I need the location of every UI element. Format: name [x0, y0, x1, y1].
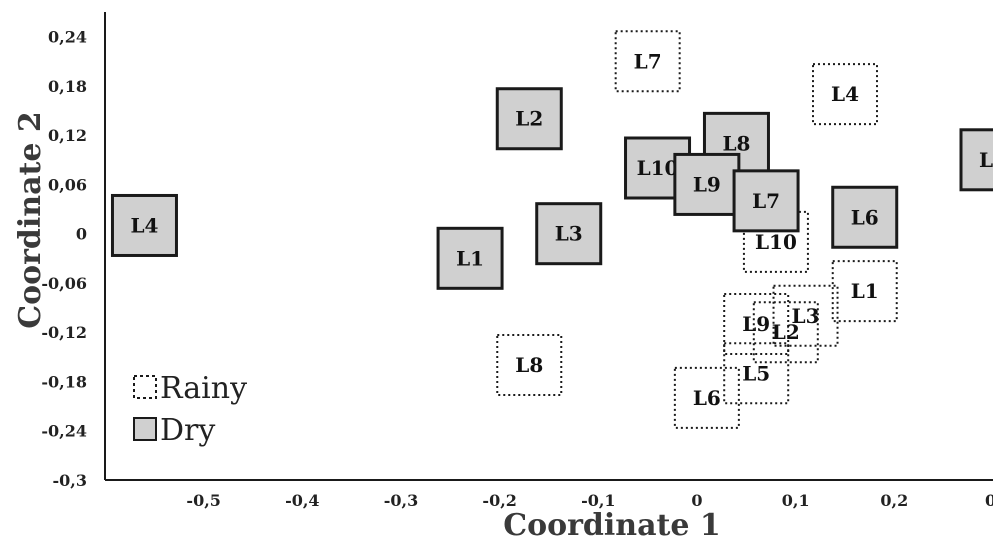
point-box [495, 87, 563, 151]
tick-labels: -0,5 -0,4 -0,3 -0,2 -0,1 0 0,1 0,2 0 0,24 0,18 0,12… [41, 28, 993, 510]
rainy-point-l6: L6 [673, 366, 740, 429]
y-tick-label: -0,12 [41, 323, 87, 342]
x-tick-label: -0,5 [186, 491, 220, 510]
point-box [110, 193, 178, 257]
rainy-point-l7: L7 [614, 30, 681, 93]
point-label: L6 [693, 386, 721, 410]
point-label: L7 [634, 49, 662, 73]
dry-point-l7: L7 [732, 169, 800, 233]
point-box [831, 260, 898, 323]
y-tick-label: 0,24 [48, 28, 87, 47]
legend-dry-label: Dry [160, 413, 215, 448]
point-box [732, 169, 800, 233]
y-tick-label: -0,24 [41, 422, 87, 441]
legend-dry-swatch [133, 417, 157, 441]
point-label: L4 [831, 82, 859, 106]
rainy-point-l10: L10 [742, 210, 809, 273]
point-box [614, 30, 681, 93]
rainy-point-l9: L9 [723, 293, 790, 355]
point-label: L4 [130, 213, 158, 237]
rainy-point-l2: L2 [752, 301, 819, 364]
point-label: L6 [851, 205, 879, 229]
dry-point-l1: L1 [436, 226, 504, 290]
rainy-point-l4: L4 [812, 63, 878, 126]
point-box [673, 366, 740, 429]
point-label: L1 [456, 246, 484, 270]
dry-point-l3: L3 [535, 202, 603, 266]
y-tick-label: 0,18 [48, 77, 87, 96]
x-tick-label: -0,1 [581, 491, 615, 510]
point-box [772, 284, 839, 347]
y-tick-label: -0,06 [41, 274, 87, 293]
point-box [812, 63, 878, 126]
legend: Rainy Dry [133, 371, 247, 448]
y-tick-label: 0,06 [48, 175, 87, 194]
dry-point-l2: L2 [495, 87, 563, 151]
point-label: L10 [755, 230, 797, 254]
point-box [436, 226, 504, 290]
y-tick-label: 0,12 [48, 126, 87, 145]
point-label: L3 [555, 222, 583, 246]
point-box [723, 342, 790, 405]
point-label: L2 [515, 107, 543, 131]
point-label: L1 [851, 279, 879, 303]
point-label: L9 [742, 312, 770, 336]
point-box [959, 128, 993, 192]
rainy-point-l1: L1 [831, 260, 898, 323]
point-box [673, 152, 741, 216]
legend-rainy-label: Rainy [160, 371, 247, 406]
x-tick-label: 0,2 [880, 491, 908, 510]
point-label: L3 [792, 304, 820, 328]
point-label: L7 [752, 189, 780, 213]
rainy-point-l8: L8 [496, 334, 563, 397]
point-box [723, 293, 790, 355]
point-box [535, 202, 603, 266]
point-label: L5 [979, 148, 993, 172]
legend-rainy-swatch [133, 375, 157, 399]
x-tick-label: -0,2 [482, 491, 516, 510]
dry-point-l5: L5 [959, 128, 993, 192]
point-label: L9 [693, 172, 721, 196]
x-tick-label: 0,1 [782, 491, 810, 510]
x-tick-label: 0 [985, 491, 993, 510]
dry-point-l4: L4 [110, 193, 178, 257]
y-axis-title: Coordinate 2 [13, 111, 48, 329]
point-label: L5 [742, 361, 770, 385]
point-box [831, 185, 899, 249]
rainy-point-l3: L3 [772, 284, 839, 347]
dry-point-l6: L6 [831, 185, 899, 249]
y-tick-label: 0 [76, 225, 87, 244]
y-tick-label: -0,18 [41, 372, 87, 391]
x-axis-title: Coordinate 1 [503, 508, 721, 542]
y-tick-label: -0,3 [53, 471, 87, 490]
x-tick-label: 0 [691, 491, 702, 510]
x-tick-label: -0,3 [384, 491, 418, 510]
point-label: L8 [515, 353, 543, 377]
point-label: L2 [772, 320, 800, 344]
x-tick-label: -0,4 [285, 491, 319, 510]
dry-point-l9: L9 [673, 152, 741, 216]
point-label: L8 [722, 131, 750, 155]
rainy-point-l5: L5 [723, 342, 790, 405]
point-label: L10 [637, 156, 679, 180]
point-box [496, 334, 563, 397]
point-box [752, 301, 819, 364]
